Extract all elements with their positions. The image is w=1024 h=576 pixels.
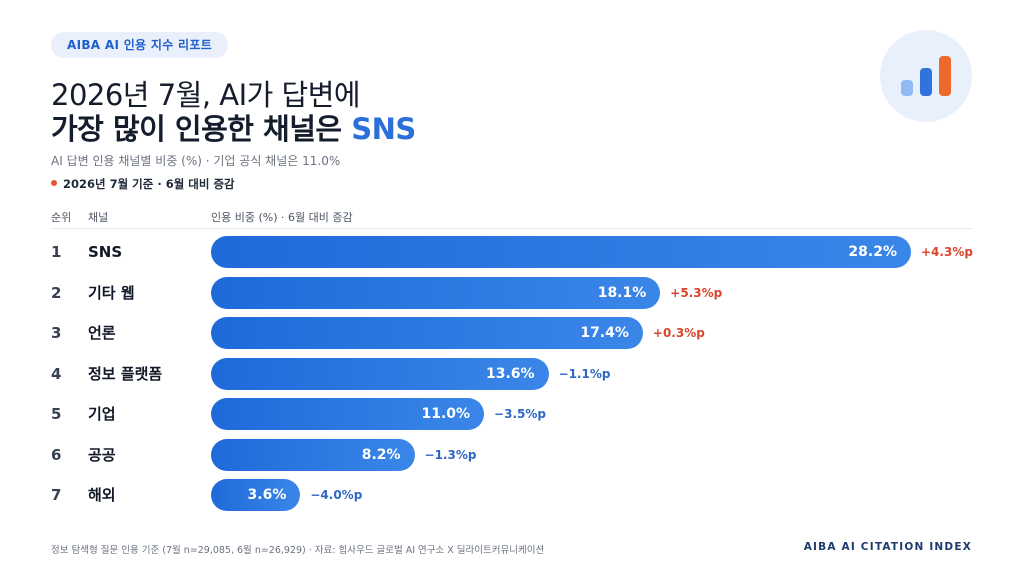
bar: 8.2% <box>211 438 415 471</box>
table-row: 4 정보 플랫폼 13.6% −1.1%p <box>0 357 1024 391</box>
change-label: −3.5%p <box>494 407 546 421</box>
channel-label: 정보 플랫폼 <box>88 364 163 383</box>
rank-number: 6 <box>51 445 62 464</box>
table-row: 5 기업 11.0% −3.5%p <box>0 397 1024 431</box>
table-row: 2 기타 웹 18.1% +5.3%p <box>0 276 1024 310</box>
rank-number: 5 <box>51 405 62 423</box>
channel-label: 기업 <box>88 405 116 423</box>
table-row: 3 언론 17.4% +0.3%p <box>0 316 1024 350</box>
header-channel: 채널 <box>88 211 109 224</box>
bullet-dot-icon <box>51 180 57 186</box>
change-label: +4.3%p <box>921 245 973 259</box>
rank-number: 2 <box>51 283 62 302</box>
bar-value-label: 3.6% <box>247 487 287 503</box>
basis-note: 2026년 7월 기준 · 6월 대비 증감 <box>51 176 235 192</box>
bar-track: 28.2% +4.3%p <box>211 236 973 268</box>
basis-note-text: 2026년 7월 기준 · 6월 대비 증감 <box>63 177 235 191</box>
header-metric: 인용 비중 (%) · 6월 대비 증감 <box>211 211 353 224</box>
bar-track: 11.0% −3.5%p <box>211 398 911 430</box>
rank-number: 4 <box>51 364 62 383</box>
channel-label: 기타 웹 <box>88 283 135 302</box>
page-title-line1: 2026년 7월, AI가 답변에 <box>51 78 361 112</box>
change-label: −1.1%p <box>558 366 611 381</box>
bar-value-label: 18.1% <box>597 284 647 301</box>
logo-bar-tall <box>939 56 951 96</box>
footer-source: 정보 탐색형 질문 인용 기준 (7월 n=29,085, 6월 n=26,92… <box>51 545 545 556</box>
channel-label: 해외 <box>88 486 116 504</box>
table-row: 1 SNS 28.2% +4.3%p <box>0 235 1024 269</box>
bar-value-label: 17.4% <box>580 325 629 341</box>
rank-number: 1 <box>51 243 62 261</box>
bar-chart-logo-icon <box>880 30 972 122</box>
logo-bar-medium <box>920 68 932 96</box>
table-row: 7 해외 3.6% −4.0%p <box>0 478 1024 512</box>
bar: 3.6% <box>211 479 301 511</box>
bar-value-label: 13.6% <box>486 365 535 382</box>
channel-label: SNS <box>88 243 123 261</box>
bar: 13.6% <box>211 357 549 390</box>
channel-label: 공공 <box>88 445 116 464</box>
change-label: −1.3%p <box>424 447 477 462</box>
logo-bar-short <box>901 80 913 96</box>
bar-track: 13.6% −1.1%p <box>211 357 911 390</box>
bar-value-label: 28.2% <box>848 244 897 260</box>
bar-track: 18.1% +5.3%p <box>211 276 911 309</box>
report-badge: AIBA AI 인용 지수 리포트 <box>51 32 229 58</box>
bar-value-label: 11.0% <box>421 406 471 422</box>
table-row: 6 공공 8.2% −1.3%p <box>0 438 1024 472</box>
change-label: +0.3%p <box>652 326 705 340</box>
page-title-line2: 가장 많이 인용한 채널은 SNS <box>51 106 416 148</box>
bar: 18.1% <box>211 276 661 309</box>
title-highlight: SNS <box>351 112 416 146</box>
page-subtitle: AI 답변 인용 채널별 비중 (%) · 기업 공식 채널은 11.0% <box>51 154 341 168</box>
header-divider <box>51 228 972 229</box>
channel-label: 언론 <box>88 324 116 342</box>
bar-track: 17.4% +0.3%p <box>211 317 911 349</box>
title-prefix: 가장 많이 인용한 채널은 <box>51 112 352 146</box>
bar: 28.2% <box>211 236 911 268</box>
bar-track: 3.6% −4.0%p <box>211 479 911 511</box>
change-label: +5.3%p <box>670 285 723 300</box>
bar-track: 8.2% −1.3%p <box>211 438 911 471</box>
bar: 17.4% <box>211 317 643 349</box>
bar: 11.0% <box>211 398 485 430</box>
rank-number: 3 <box>51 324 62 342</box>
bar-value-label: 8.2% <box>361 446 401 463</box>
rank-number: 7 <box>51 486 62 504</box>
change-label: −4.0%p <box>310 488 363 502</box>
header-rank: 순위 <box>51 211 72 224</box>
footer-brand: AIBA AI CITATION INDEX <box>803 541 972 553</box>
